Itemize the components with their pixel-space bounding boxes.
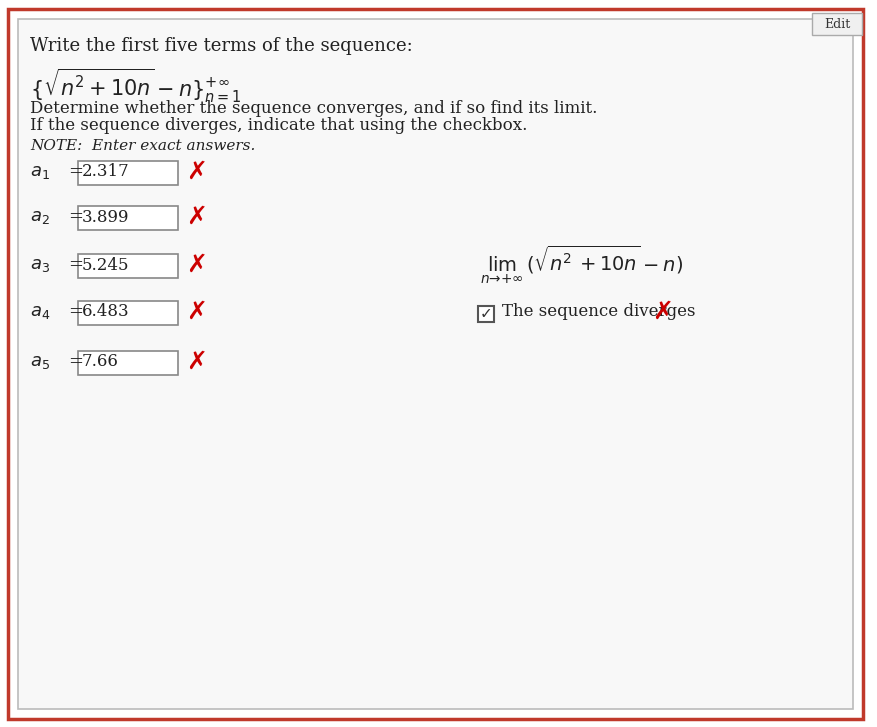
Text: $a_5$: $a_5$ (30, 353, 50, 371)
Text: ✗: ✗ (186, 205, 207, 229)
FancyBboxPatch shape (18, 19, 853, 709)
Text: Edit: Edit (824, 17, 850, 31)
Text: =: = (68, 208, 83, 226)
FancyBboxPatch shape (78, 351, 178, 375)
Text: Write the first five terms of the sequence:: Write the first five terms of the sequen… (30, 37, 413, 55)
Text: Determine whether the sequence converges, and if so find its limit.: Determine whether the sequence converges… (30, 100, 597, 117)
Text: NOTE:  Enter exact answers.: NOTE: Enter exact answers. (30, 139, 255, 153)
Text: ✗: ✗ (186, 160, 207, 184)
Text: $\lim_{n \to +\infty}\,(\sqrt{n^2 + 10n} - n)$: $\lim_{n \to +\infty}\,(\sqrt{n^2 + 10n}… (480, 244, 683, 286)
Text: $a_1$: $a_1$ (30, 163, 50, 181)
Text: =: = (68, 353, 83, 371)
Text: 2.317: 2.317 (82, 164, 130, 180)
Text: =: = (68, 303, 83, 321)
Text: =: = (68, 256, 83, 274)
FancyBboxPatch shape (812, 13, 862, 35)
Text: 3.899: 3.899 (82, 209, 130, 225)
Text: ✗: ✗ (186, 253, 207, 277)
Text: If the sequence diverges, indicate that using the checkbox.: If the sequence diverges, indicate that … (30, 117, 527, 134)
Text: $a_3$: $a_3$ (30, 256, 50, 274)
FancyBboxPatch shape (8, 9, 863, 719)
Text: ✓: ✓ (480, 307, 492, 321)
FancyBboxPatch shape (78, 206, 178, 230)
Text: 7.66: 7.66 (82, 353, 119, 371)
Text: ✗: ✗ (652, 300, 673, 324)
Text: $a_4$: $a_4$ (30, 303, 50, 321)
Text: 5.245: 5.245 (82, 257, 130, 273)
Text: 6.483: 6.483 (82, 303, 130, 321)
FancyBboxPatch shape (78, 161, 178, 185)
Text: $\{\sqrt{n^2 + 10n} - n\}_{n=1}^{+\infty}$: $\{\sqrt{n^2 + 10n} - n\}_{n=1}^{+\infty… (30, 67, 242, 105)
Text: The sequence diverges: The sequence diverges (502, 303, 695, 321)
Text: =: = (68, 163, 83, 181)
FancyBboxPatch shape (78, 254, 178, 278)
Text: $a_2$: $a_2$ (30, 208, 50, 226)
FancyBboxPatch shape (478, 306, 494, 322)
Text: ✗: ✗ (186, 350, 207, 374)
Text: ✗: ✗ (186, 300, 207, 324)
FancyBboxPatch shape (78, 301, 178, 325)
